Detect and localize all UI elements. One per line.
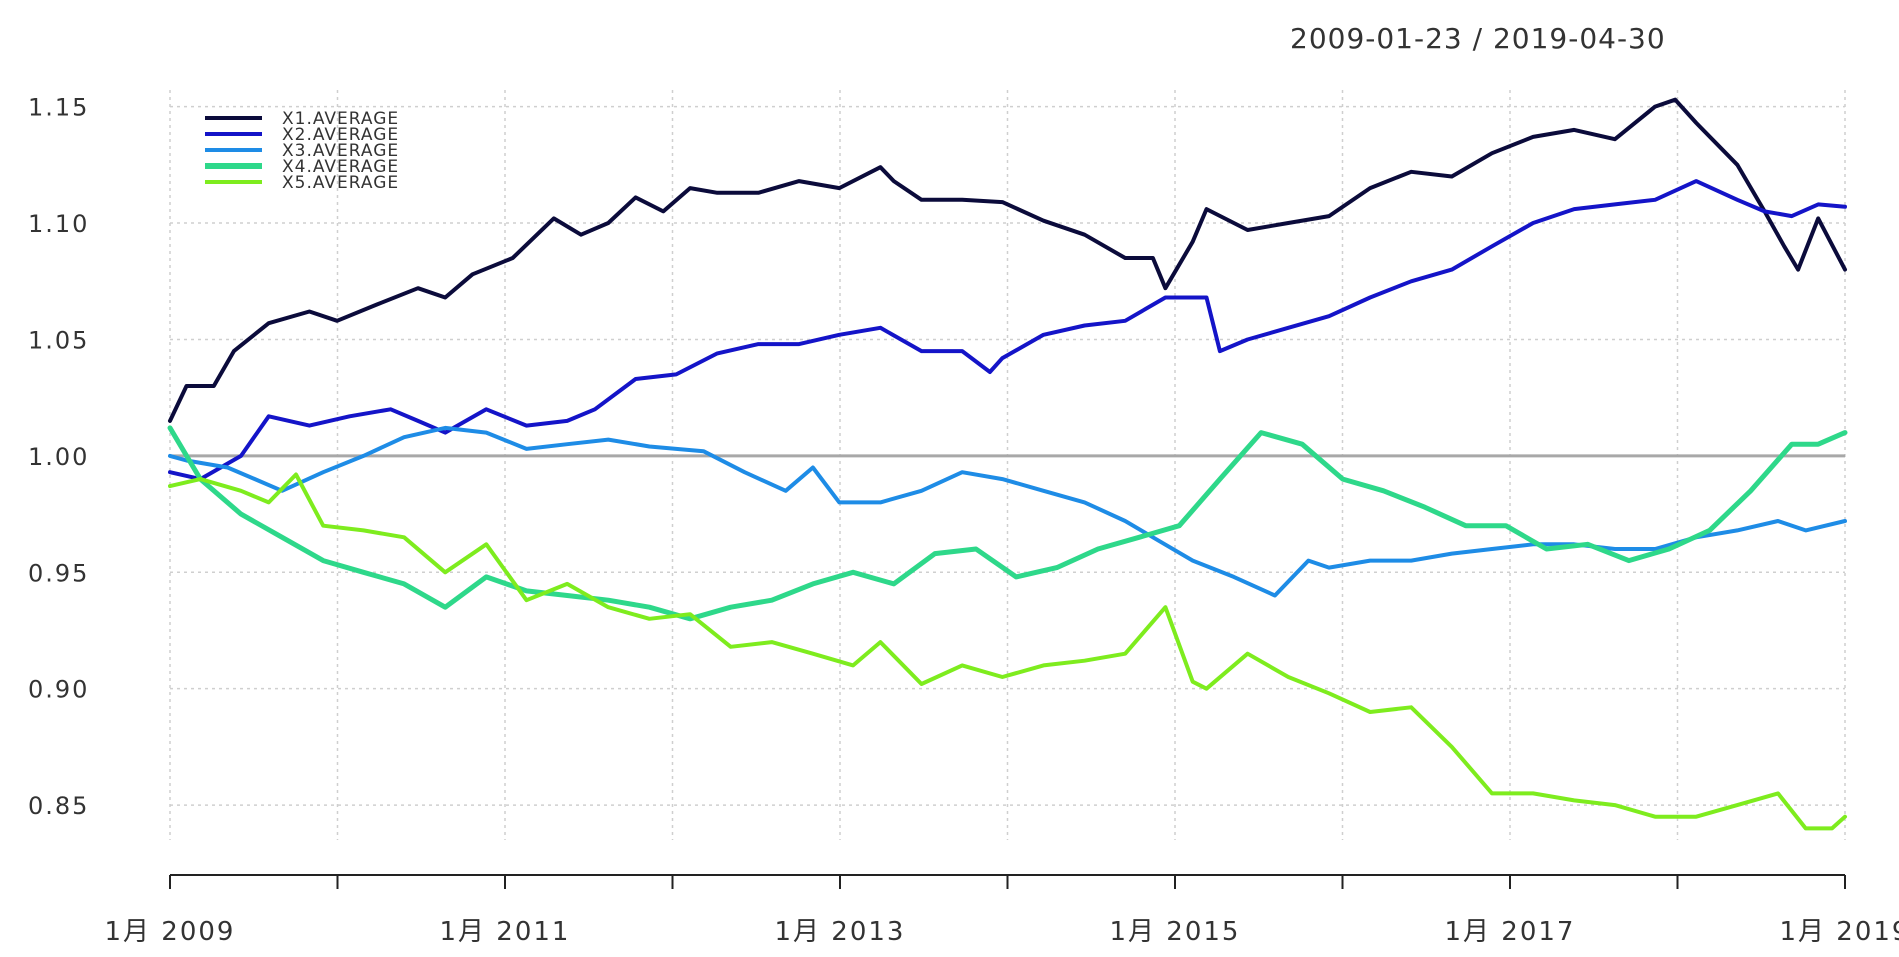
series-lines [167,97,1848,831]
y-tick-label: 0.85 [28,792,89,820]
y-tick-label: 1.10 [28,210,89,238]
x-tick-label: 1月 2011 [440,917,571,947]
y-axis: 0.85 0.90 0.95 1.00 1.05 1.10 1.15 [28,94,89,820]
x-tick-label: 1月 2013 [775,917,906,947]
x-axis: 1月 2009 1月 2011 1月 2013 1月 2015 1月 2017 1月 20… [105,874,1899,947]
legend-label-x5: X5.AVERAGE [282,173,399,193]
x-tick-label: 1月 2015 [1110,917,1241,947]
y-tick-label: 0.95 [28,559,89,587]
chart-title: 2009-01-23 / 2019-04-30 [1290,22,1666,55]
legend-label-x2: X2.AVERAGE [282,125,399,145]
y-tick-label: 1.00 [28,443,89,471]
x-tick-label: 1月 2017 [1445,917,1576,947]
series-line-x1 [168,97,1847,423]
legend: X1.AVERAGEX2.AVERAGEX3.AVERAGEX4.AVERAGE… [205,109,399,193]
x-tick-label: 1月 2019 [1780,917,1899,947]
y-tick-label: 1.05 [28,326,89,354]
y-tick-label: 1.15 [28,94,89,122]
legend-label-x4: X4.AVERAGE [282,157,399,177]
series-line-x3 [168,425,1847,598]
legend-label-x3: X3.AVERAGE [282,141,399,161]
x-tick-label: 1月 2009 [105,917,236,947]
legend-label-x1: X1.AVERAGE [282,109,399,129]
y-tick-label: 0.90 [28,676,89,704]
series-line-x5 [168,472,1847,831]
series-line-x4 [167,425,1848,622]
